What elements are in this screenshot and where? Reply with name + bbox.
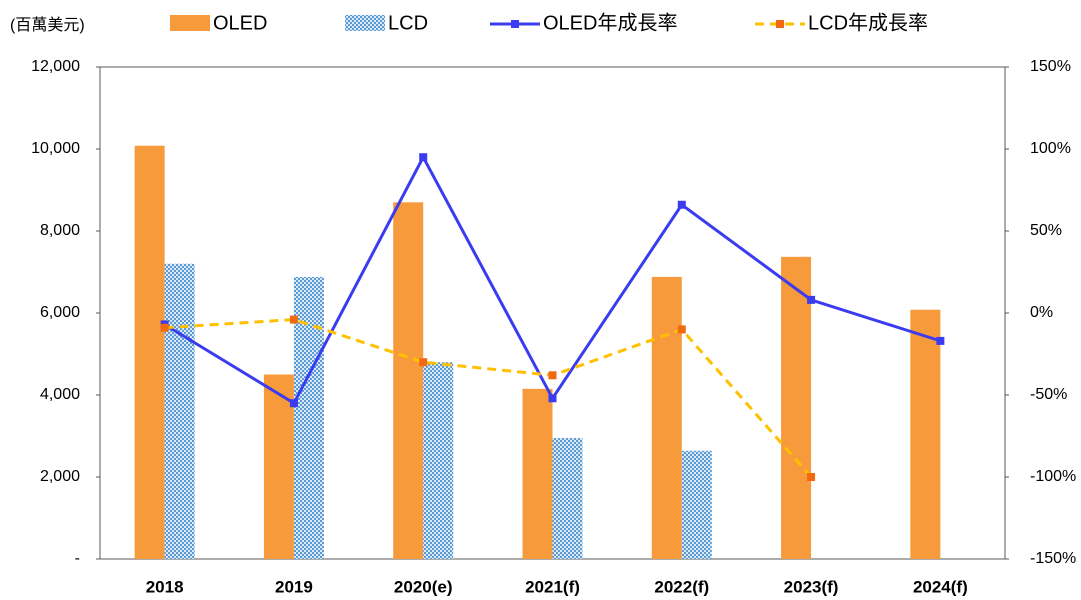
- y2-tick-label: 0%: [1030, 304, 1053, 321]
- y-tick-label: 10,000: [31, 140, 80, 157]
- bar: [423, 362, 454, 559]
- y-tick-label: 4,000: [40, 386, 80, 403]
- bar: [263, 374, 294, 559]
- marker: [677, 325, 686, 334]
- y-tick-label: -: [75, 550, 80, 567]
- legend-label: OLED年成長率: [543, 11, 677, 34]
- marker: [419, 153, 428, 162]
- bar: [651, 276, 682, 559]
- line: [164, 318, 813, 478]
- bar: [552, 438, 583, 559]
- legend-swatch: [345, 15, 385, 31]
- y-tick-label: 8,000: [40, 222, 80, 239]
- marker: [548, 371, 557, 380]
- x-tick-label: 2023(f): [784, 577, 839, 596]
- legend-swatch: [170, 15, 210, 31]
- marker: [289, 399, 298, 408]
- y2-tick-label: -100%: [1030, 468, 1076, 485]
- bar: [134, 145, 165, 559]
- legend-label: LCD年成長率: [808, 11, 928, 34]
- y2-tick-label: -150%: [1030, 550, 1076, 567]
- bar: [910, 309, 941, 559]
- bar: [522, 388, 553, 559]
- bar: [293, 276, 324, 559]
- bar: [393, 202, 424, 560]
- y-tick-label: 12,000: [31, 58, 80, 75]
- bar: [781, 256, 812, 559]
- x-tick-label: 2020(e): [394, 577, 453, 596]
- legend-marker: [511, 20, 519, 28]
- bar: [164, 263, 195, 559]
- marker: [807, 295, 816, 304]
- legend-label: LCD: [388, 12, 428, 34]
- y-tick-label: 6,000: [40, 304, 80, 321]
- y2-tick-label: 100%: [1030, 140, 1071, 157]
- y-tick-label: 2,000: [40, 468, 80, 485]
- marker: [677, 200, 686, 209]
- y2-tick-label: 150%: [1030, 58, 1071, 75]
- x-tick-label: 2018: [146, 577, 184, 596]
- line: [163, 154, 941, 406]
- marker: [160, 323, 169, 332]
- y2-tick-label: 50%: [1030, 222, 1062, 239]
- marker: [807, 473, 816, 481]
- x-tick-label: 2022(f): [654, 577, 709, 596]
- marker: [289, 315, 298, 324]
- x-tick-label: 2021(f): [525, 577, 580, 596]
- y-axis-label: (百萬美元): [10, 16, 85, 34]
- legend-label: OLED: [213, 12, 267, 34]
- x-tick-label: 2019: [275, 577, 313, 596]
- y2-tick-label: -50%: [1030, 386, 1067, 403]
- bar: [681, 450, 712, 559]
- marker: [419, 358, 428, 367]
- marker: [936, 336, 945, 345]
- legend-marker: [776, 20, 784, 28]
- marker: [548, 394, 557, 403]
- x-tick-label: 2024(f): [913, 577, 968, 596]
